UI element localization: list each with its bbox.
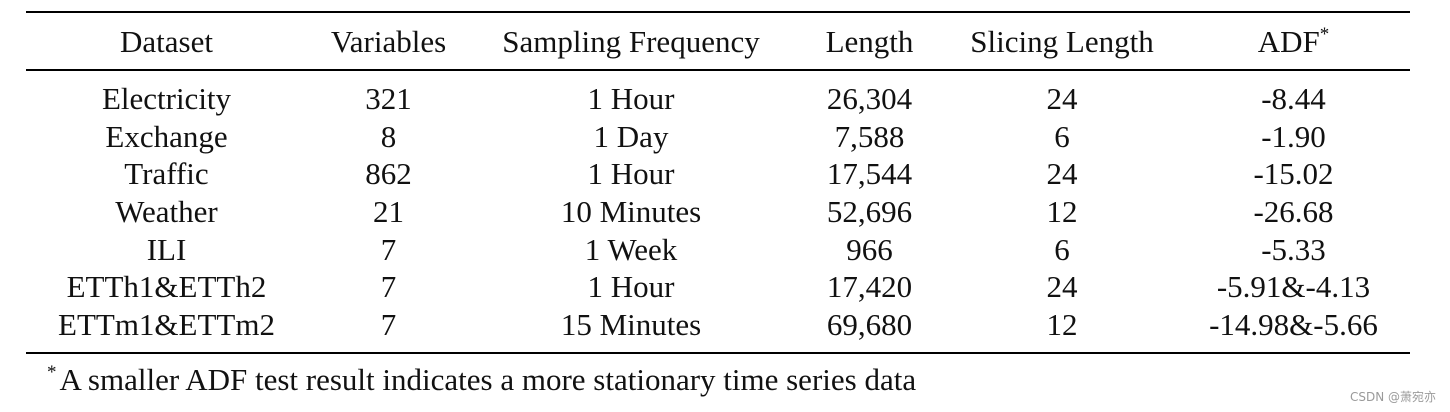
table-row: Traffic 862 1 Hour 17,544 24 -15.02	[26, 155, 1410, 193]
cell-variables: 7	[380, 306, 397, 342]
cell-sampling-frequency: 10 Minutes	[560, 194, 702, 230]
table-row: Electricity 321 1 Hour 26,304 24 -8.44	[26, 80, 1410, 118]
cell-length: 26,304	[826, 81, 913, 117]
cell-dataset: Weather	[115, 194, 218, 230]
cell-adf: -14.98&-5.66	[1209, 306, 1378, 342]
cell-dataset: Exchange	[105, 118, 228, 154]
header-variables: Variables	[330, 23, 447, 59]
cell-sampling-frequency: 1 Hour	[587, 269, 675, 305]
cell-adf: -5.33	[1261, 231, 1326, 267]
header-slicing-length: Slicing Length	[970, 23, 1154, 59]
header-adf-marker: *	[1319, 23, 1330, 45]
table-body: Electricity 321 1 Hour 26,304 24 -8.44 Exchang…	[26, 80, 1410, 343]
footnote-text: A smaller ADF test result indicates a mo…	[59, 362, 917, 397]
cell-dataset: Traffic	[124, 156, 209, 192]
table-row: Weather 21 10 Minutes 52,696 12 -26.68	[26, 193, 1410, 231]
cell-sampling-frequency: 15 Minutes	[560, 306, 702, 342]
table-row: Exchange 8 1 Day 7,588 6 -1.90	[26, 118, 1410, 156]
footnote: *A smaller ADF test result indicates a m…	[47, 362, 917, 397]
cell-variables: 321	[365, 81, 412, 117]
header-row: Dataset Variables Sampling Frequency Len…	[26, 22, 1410, 60]
cell-sampling-frequency: 1 Week	[584, 231, 678, 267]
cell-slicing-length: 6	[1054, 118, 1070, 154]
cell-variables: 8	[380, 118, 397, 154]
cell-variables: 7	[380, 231, 397, 267]
cell-slicing-length: 24	[1046, 81, 1078, 117]
cell-slicing-length: 12	[1046, 194, 1078, 230]
header-adf: ADF*	[1177, 22, 1410, 60]
cell-adf: -8.44	[1261, 81, 1326, 117]
cell-sampling-frequency: 1 Day	[593, 118, 669, 154]
header-rule	[26, 69, 1410, 71]
table-row: ETTm1&ETTm2 7 15 Minutes 69,680 12 -14.98&-5.…	[26, 306, 1410, 344]
header-length: Length	[825, 23, 914, 59]
table-row: ETTh1&ETTh2 7 1 Hour 17,420 24 -5.91&-4.13	[26, 268, 1410, 306]
cell-variables: 21	[373, 194, 404, 230]
cell-adf: -26.68	[1253, 194, 1334, 230]
footnote-marker: *	[47, 362, 57, 383]
cell-adf: -5.91&-4.13	[1216, 269, 1371, 305]
cell-dataset: Electricity	[101, 81, 232, 117]
cell-slicing-length: 24	[1046, 156, 1078, 192]
header-dataset: Dataset	[120, 23, 213, 59]
cell-variables: 862	[365, 156, 412, 192]
cell-adf: -1.90	[1261, 118, 1326, 154]
cell-sampling-frequency: 1 Hour	[587, 81, 675, 117]
bottom-rule	[26, 352, 1410, 354]
cell-slicing-length: 6	[1054, 231, 1070, 267]
cell-length: 7,588	[834, 118, 905, 154]
cell-variables: 7	[380, 269, 397, 305]
top-rule	[26, 11, 1410, 13]
table-header: Dataset Variables Sampling Frequency Len…	[26, 22, 1410, 60]
table-row: ILI 7 1 Week 966 6 -5.33	[26, 230, 1410, 268]
cell-length: 966	[846, 231, 893, 267]
watermark: CSDN @萧宛亦	[1349, 390, 1436, 404]
cell-slicing-length: 24	[1046, 269, 1078, 305]
cell-adf: -15.02	[1253, 156, 1334, 192]
cell-dataset: ETTh1&ETTh2	[66, 269, 267, 305]
cell-sampling-frequency: 1 Hour	[587, 156, 675, 192]
cell-slicing-length: 12	[1046, 306, 1078, 342]
cell-length: 52,696	[826, 194, 913, 230]
cell-length: 17,544	[826, 156, 913, 192]
cell-dataset: ETTm1&ETTm2	[58, 306, 275, 342]
cell-length: 69,680	[826, 306, 913, 342]
header-adf-label: ADF	[1257, 23, 1320, 59]
header-sampling-frequency: Sampling Frequency	[502, 23, 760, 59]
cell-dataset: ILI	[146, 231, 187, 267]
cell-length: 17,420	[826, 269, 913, 305]
